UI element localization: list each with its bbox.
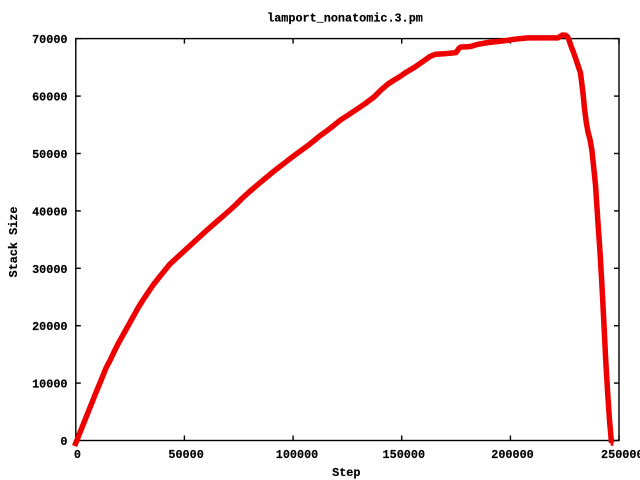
svg-text:50000: 50000 xyxy=(168,448,203,462)
svg-text:Step: Step xyxy=(332,466,360,480)
svg-text:40000: 40000 xyxy=(32,205,67,219)
svg-text:Stack Size: Stack Size xyxy=(7,207,21,278)
svg-text:0: 0 xyxy=(74,448,81,462)
svg-text:0: 0 xyxy=(60,435,67,449)
svg-text:70000: 70000 xyxy=(32,33,67,47)
svg-text:60000: 60000 xyxy=(32,91,67,105)
svg-text:20000: 20000 xyxy=(32,320,67,334)
svg-text:150000: 150000 xyxy=(383,448,425,462)
svg-text:250000: 250000 xyxy=(601,448,640,462)
svg-text:200000: 200000 xyxy=(491,448,533,462)
svg-text:30000: 30000 xyxy=(32,263,67,277)
svg-text:lamport_nonatomic.3.pm: lamport_nonatomic.3.pm xyxy=(267,12,423,26)
svg-text:100000: 100000 xyxy=(276,448,318,462)
svg-text:50000: 50000 xyxy=(32,148,67,162)
svg-text:10000: 10000 xyxy=(32,378,67,392)
